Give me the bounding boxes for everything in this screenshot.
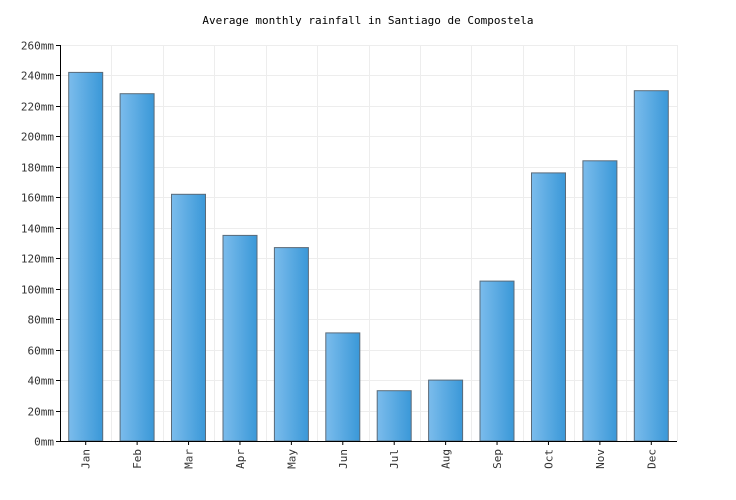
bar-aug xyxy=(428,379,464,442)
x-tick-label: Feb xyxy=(131,449,144,469)
y-tick-label: 160mm xyxy=(21,192,54,205)
bar-jan xyxy=(68,71,104,442)
x-tick-label: Mar xyxy=(183,449,196,469)
x-tick-label: Oct xyxy=(542,449,555,469)
y-tick-label: 120mm xyxy=(21,253,54,266)
x-tick-label: Jul xyxy=(388,449,401,469)
y-tick-label: 260mm xyxy=(21,40,54,53)
x-tick-label: Sep xyxy=(491,449,504,469)
chart-title: Average monthly rainfall in Santiago de … xyxy=(202,14,534,27)
bar-dec xyxy=(633,90,669,442)
y-tick-label: 80mm xyxy=(28,314,55,327)
bar-oct xyxy=(531,172,566,442)
y-tick-label: 140mm xyxy=(21,223,54,236)
y-tick-label: 180mm xyxy=(21,162,54,175)
x-tick-label: Nov xyxy=(594,449,607,469)
x-tick-label: Jan xyxy=(80,449,93,469)
x-tick-label: Apr xyxy=(234,449,247,469)
x-tick-label: May xyxy=(285,449,298,469)
y-tick-label: 200mm xyxy=(21,131,54,144)
y-tick-label: 0mm xyxy=(34,436,54,449)
y-tick-label: 220mm xyxy=(21,101,54,114)
y-tick-label: 100mm xyxy=(21,284,54,297)
bar-feb xyxy=(119,93,155,442)
y-tick-label: 40mm xyxy=(28,375,55,388)
bar-may xyxy=(273,247,309,442)
bar-jul xyxy=(376,390,412,442)
y-tick-label: 60mm xyxy=(28,345,55,358)
bar-jun xyxy=(325,332,361,442)
x-tick-label: Aug xyxy=(440,449,453,469)
y-tick-label: 240mm xyxy=(21,70,54,83)
bar-nov xyxy=(582,160,618,442)
bar-sep xyxy=(479,280,515,442)
x-tick-label: Jun xyxy=(337,449,350,469)
y-tick-label: 20mm xyxy=(28,406,55,419)
bar-apr xyxy=(222,234,258,442)
bar-mar xyxy=(171,193,206,442)
x-tick-label: Dec xyxy=(645,449,658,469)
